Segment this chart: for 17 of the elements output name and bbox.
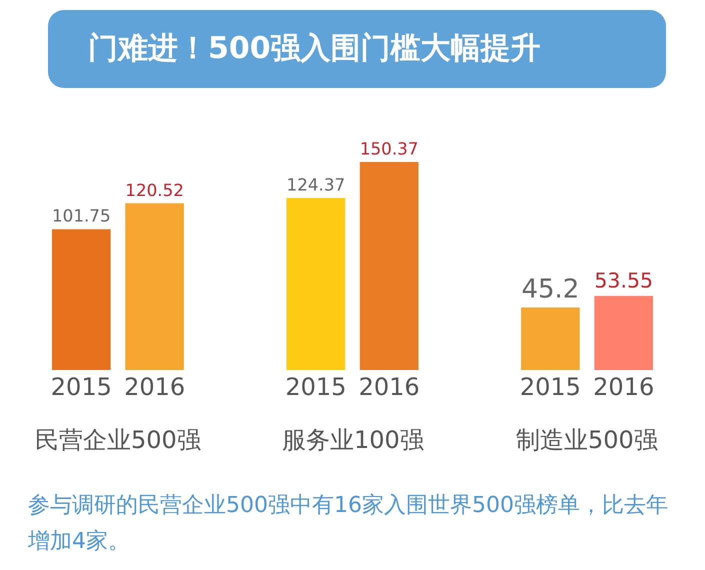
x-tick-label: 2015 bbox=[50, 373, 112, 401]
data-label: 124.37 bbox=[286, 174, 346, 194]
chart-title: 门难进！500强入围门槛大幅提升 bbox=[48, 10, 666, 88]
x-tick-label: 2016 bbox=[358, 373, 420, 401]
text: 服务业100强 bbox=[282, 426, 424, 454]
data-label: 53.55 bbox=[594, 268, 653, 292]
text: 民营企业500强 bbox=[35, 426, 201, 454]
x-tick-label: 2015 bbox=[520, 373, 581, 401]
x-tick-label: 2015 bbox=[285, 373, 346, 401]
text: 制造业500强 bbox=[516, 426, 658, 454]
x-tick-label: 2016 bbox=[124, 373, 186, 401]
data-label: 101.75 bbox=[52, 206, 111, 226]
data-label: 45.2 bbox=[521, 274, 580, 304]
text: 参与调研的民营企业500强中有16家入围世界500强榜单，比去年增加4家。 bbox=[28, 492, 668, 556]
data-label: 150.37 bbox=[360, 138, 418, 158]
x-tick-label: 2016 bbox=[593, 373, 654, 401]
data-label: 120.52 bbox=[125, 180, 184, 200]
